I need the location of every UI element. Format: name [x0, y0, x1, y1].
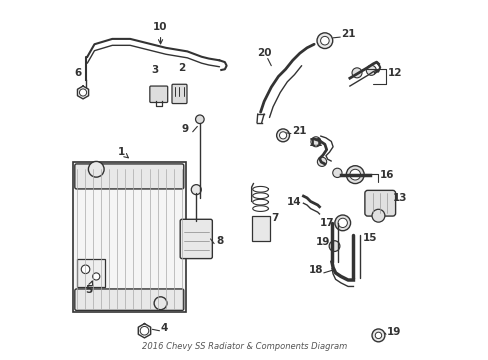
Text: 2016 Chevy SS Radiator & Components Diagram: 2016 Chevy SS Radiator & Components Diag…	[142, 342, 346, 351]
Text: 7: 7	[271, 213, 278, 223]
Circle shape	[320, 36, 328, 45]
Text: 12: 12	[386, 68, 401, 78]
Text: 11: 11	[308, 138, 323, 148]
Text: 21: 21	[291, 126, 305, 136]
Text: 17: 17	[320, 218, 334, 228]
Text: 2: 2	[178, 63, 185, 73]
Text: 8: 8	[216, 235, 223, 246]
Text: 1: 1	[118, 147, 128, 158]
Text: 10: 10	[153, 22, 167, 44]
Circle shape	[351, 68, 361, 78]
Circle shape	[371, 209, 384, 222]
Circle shape	[276, 129, 289, 142]
Circle shape	[371, 329, 384, 342]
Text: 4: 4	[160, 323, 167, 333]
FancyBboxPatch shape	[364, 190, 395, 216]
Bar	[77, 258, 105, 287]
Text: 6: 6	[75, 68, 82, 78]
Circle shape	[81, 265, 90, 274]
Circle shape	[93, 273, 100, 280]
Polygon shape	[77, 86, 88, 99]
Circle shape	[366, 65, 376, 75]
Text: 18: 18	[308, 265, 323, 275]
Circle shape	[317, 157, 326, 166]
FancyBboxPatch shape	[180, 219, 212, 258]
Text: 15: 15	[362, 233, 376, 243]
Text: 13: 13	[392, 193, 407, 203]
Text: 19: 19	[386, 327, 400, 337]
FancyBboxPatch shape	[172, 84, 186, 104]
FancyBboxPatch shape	[149, 86, 167, 103]
Circle shape	[279, 132, 286, 139]
Circle shape	[154, 297, 166, 310]
Circle shape	[88, 161, 104, 177]
Text: 16: 16	[380, 170, 394, 180]
Circle shape	[80, 89, 86, 96]
Polygon shape	[138, 324, 150, 338]
Circle shape	[332, 168, 341, 177]
FancyBboxPatch shape	[75, 289, 183, 310]
Circle shape	[310, 137, 320, 147]
Circle shape	[374, 332, 381, 339]
Text: 21: 21	[340, 29, 355, 39]
Text: 3: 3	[150, 65, 158, 75]
Text: 20: 20	[256, 48, 271, 58]
Circle shape	[195, 115, 203, 123]
Circle shape	[346, 166, 364, 184]
Circle shape	[337, 218, 346, 228]
Circle shape	[334, 215, 350, 231]
Bar	[73, 162, 185, 312]
Circle shape	[316, 33, 332, 49]
Text: 14: 14	[286, 197, 301, 207]
Text: 9: 9	[182, 124, 189, 134]
Circle shape	[328, 241, 339, 251]
Circle shape	[191, 185, 201, 195]
Bar	[251, 216, 269, 241]
FancyBboxPatch shape	[75, 164, 183, 189]
Circle shape	[349, 169, 360, 180]
Circle shape	[140, 327, 148, 335]
Text: 19: 19	[315, 237, 329, 247]
Text: 5: 5	[85, 281, 93, 294]
